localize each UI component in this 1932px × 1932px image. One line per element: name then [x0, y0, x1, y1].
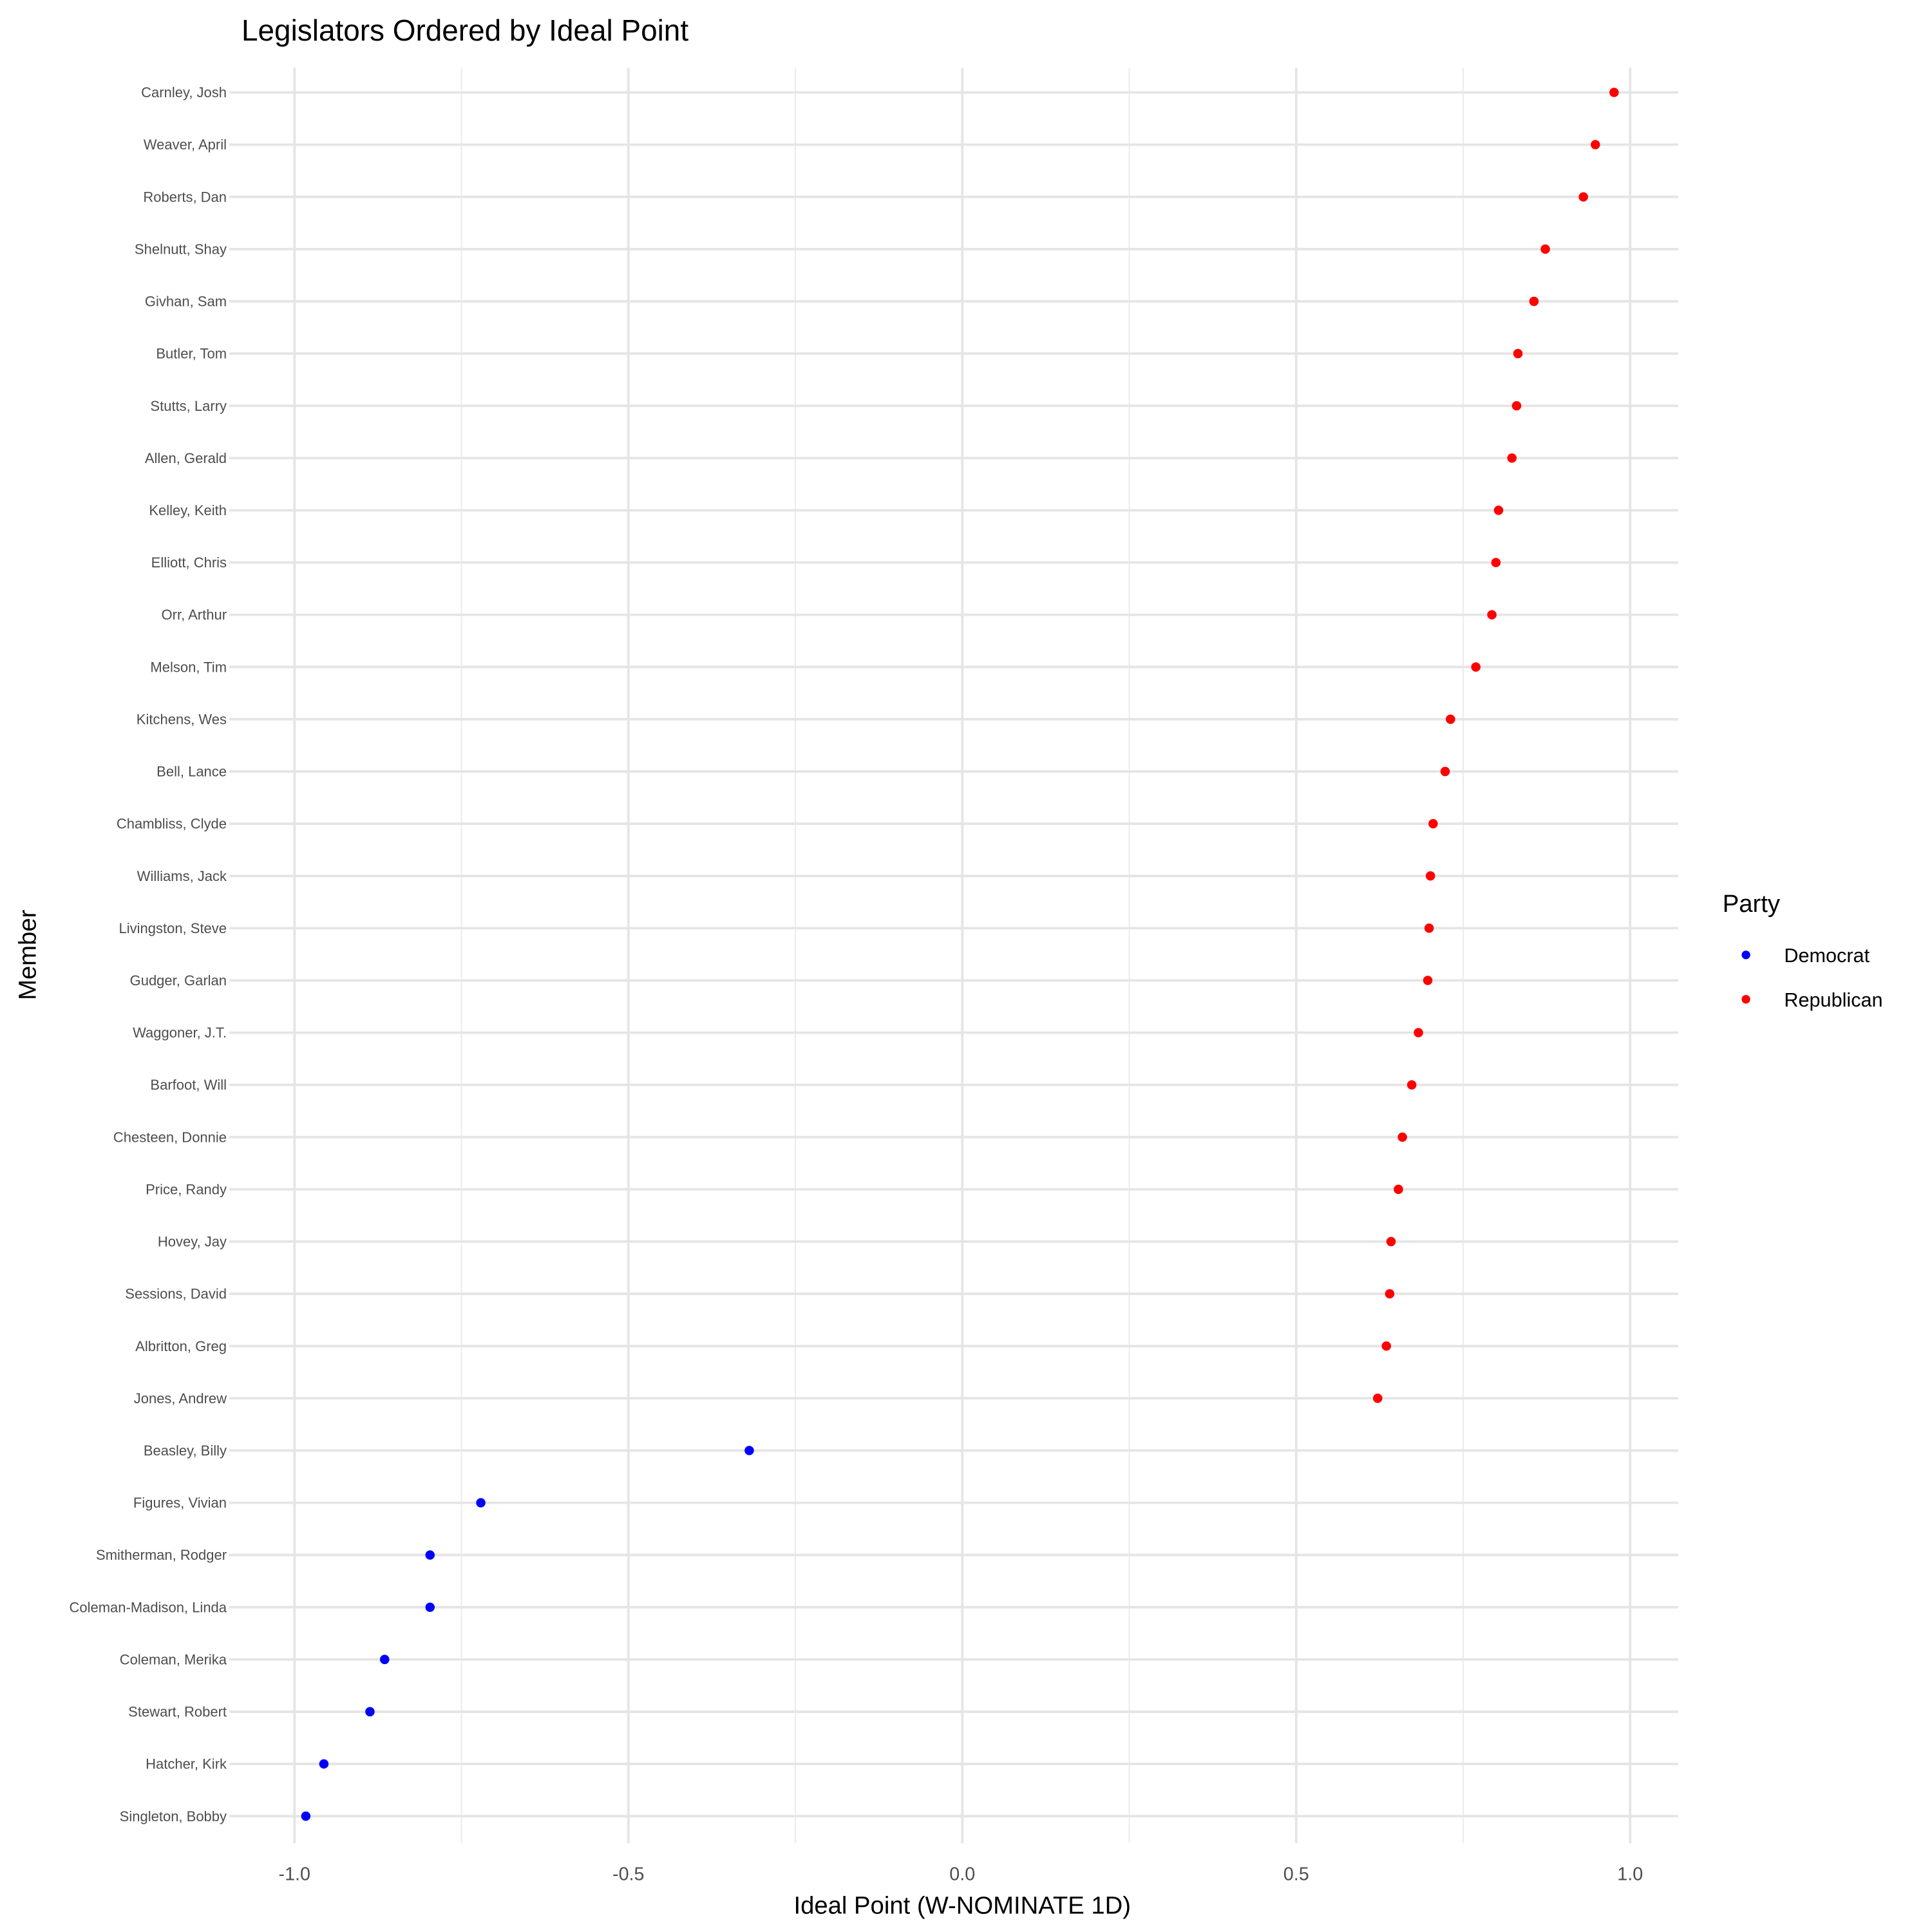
x-axis-label: Ideal Point (W-NOMINATE 1D) — [793, 1891, 1131, 1919]
data-point-democrat — [425, 1550, 435, 1560]
y-tick-label: Hatcher, Kirk — [146, 1756, 227, 1772]
y-tick-label: Hovey, Jay — [158, 1234, 227, 1250]
data-point-republican — [1511, 401, 1522, 411]
data-point-democrat — [476, 1498, 486, 1508]
y-tick-label: Chambliss, Clyde — [117, 816, 227, 832]
data-point-republican — [1423, 976, 1433, 985]
data-point-republican — [1386, 1236, 1396, 1247]
y-tick-label: Orr, Arthur — [162, 607, 227, 623]
data-point-democrat — [379, 1654, 390, 1665]
data-point-republican — [1385, 1289, 1395, 1299]
y-tick-label: Beasley, Billy — [144, 1443, 227, 1459]
y-tick-label: Shelnutt, Shay — [135, 241, 227, 257]
x-tick-labels: -1.0 -0.5 0.0 0.5 1.0 — [279, 1864, 1643, 1885]
y-tick-label: Butler, Tom — [156, 346, 227, 362]
data-point-republican — [1487, 610, 1497, 620]
x-tick-label: 0.5 — [1283, 1864, 1309, 1885]
data-point-democrat — [365, 1707, 375, 1717]
data-point-republican — [1414, 1028, 1423, 1037]
x-tick-label: -0.5 — [612, 1864, 644, 1885]
y-tick-label: Coleman, Merika — [120, 1651, 227, 1667]
y-tick-label: Barfoot, Will — [150, 1077, 227, 1093]
data-point-democrat — [319, 1759, 329, 1769]
y-tick-label: Albritton, Greg — [135, 1338, 227, 1354]
y-tick-label: Kelley, Keith — [149, 502, 227, 518]
data-point-republican — [1591, 140, 1600, 149]
data-points — [301, 88, 1619, 1821]
data-point-republican — [1493, 506, 1504, 515]
data-point-democrat — [744, 1446, 754, 1455]
y-tick-label: Elliott, Chris — [151, 554, 227, 571]
y-tick-label: Givhan, Sam — [145, 294, 227, 310]
x-tick-label: 0.0 — [949, 1864, 975, 1885]
data-point-republican — [1428, 819, 1438, 829]
data-point-republican — [1381, 1341, 1392, 1351]
y-tick-label: Kitchens, Wes — [137, 711, 227, 727]
y-tick-label: Coleman-Madison, Linda — [69, 1599, 227, 1615]
y-tick-label: Stewart, Robert — [128, 1704, 227, 1720]
legend-key-democrat — [1741, 951, 1750, 960]
x-tick-label: -1.0 — [279, 1864, 310, 1885]
data-point-democrat — [301, 1811, 311, 1821]
data-point-republican — [1425, 871, 1435, 881]
y-tick-label: Allen, Gerald — [145, 450, 227, 466]
y-tick-label: Waggoner, J.T. — [133, 1025, 227, 1041]
data-point-republican — [1513, 348, 1523, 359]
data-point-republican — [1440, 766, 1450, 777]
y-tick-label: Melson, Tim — [150, 659, 227, 675]
y-tick-label: Chesteen, Donnie — [113, 1129, 227, 1145]
data-point-republican — [1394, 1184, 1403, 1195]
y-tick-label: Roberts, Dan — [143, 189, 227, 205]
y-tick-label: Stutts, Larry — [150, 398, 227, 414]
legend-label-republican: Republican — [1784, 989, 1882, 1011]
x-tick-label: 1.0 — [1617, 1864, 1643, 1885]
y-tick-labels: Carnley, Josh Weaver, April Roberts, Dan Sh… — [69, 84, 227, 1824]
y-tick-label: Bell, Lance — [156, 764, 227, 780]
data-point-republican — [1507, 453, 1517, 463]
data-point-republican — [1529, 296, 1539, 307]
legend: Party Democrat Republican — [1723, 890, 1883, 1011]
data-point-republican — [1372, 1393, 1383, 1403]
data-point-republican — [1471, 662, 1481, 672]
legend-title: Party — [1723, 890, 1781, 918]
y-tick-label: Weaver, April — [144, 137, 227, 153]
data-point-republican — [1446, 714, 1455, 724]
y-tick-label: Carnley, Josh — [141, 84, 227, 100]
data-point-republican — [1397, 1132, 1407, 1142]
legend-label-democrat: Democrat — [1784, 945, 1870, 967]
y-tick-label: Price, Randy — [146, 1181, 227, 1197]
y-tick-label: Williams, Jack — [137, 868, 227, 884]
data-point-republican — [1424, 923, 1434, 933]
data-point-republican — [1609, 88, 1619, 97]
y-tick-label: Singleton, Bobby — [120, 1808, 227, 1824]
chart-title: Legislators Ordered by Ideal Point — [242, 14, 688, 47]
y-tick-label: Figures, Vivian — [133, 1495, 227, 1511]
y-tick-label: Sessions, David — [125, 1286, 227, 1302]
y-tick-label: Gudger, Garlan — [130, 972, 227, 989]
data-point-republican — [1540, 244, 1550, 254]
y-tick-label: Smitherman, Rodger — [96, 1547, 227, 1563]
data-point-republican — [1406, 1080, 1417, 1090]
data-point-republican — [1491, 558, 1501, 567]
y-tick-label: Jones, Andrew — [134, 1390, 227, 1406]
legend-key-republican — [1741, 994, 1750, 1004]
grid — [229, 68, 1678, 1844]
y-tick-label: Livingston, Steve — [118, 920, 227, 936]
data-point-democrat — [425, 1602, 435, 1612]
y-axis-label: Member — [14, 909, 41, 1000]
data-point-republican — [1578, 192, 1588, 202]
